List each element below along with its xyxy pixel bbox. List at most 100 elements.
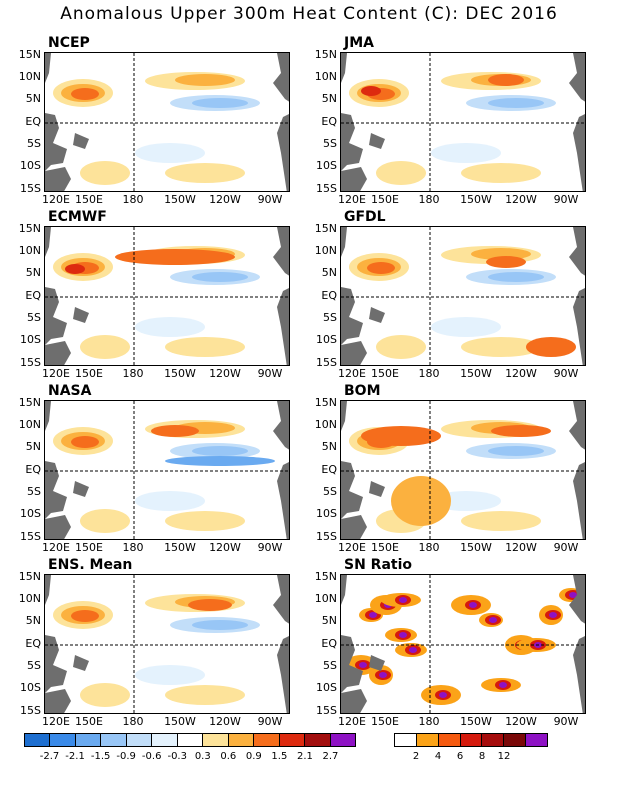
colorbar-swatch — [438, 734, 461, 746]
land-central-america — [569, 401, 585, 450]
latitude-label: EQ — [321, 115, 337, 128]
land-philippines — [45, 575, 51, 605]
field-blob — [361, 86, 381, 96]
longitude-label: 150W — [164, 715, 196, 728]
latitude-label: 15N — [314, 48, 337, 61]
land-south-america — [573, 462, 585, 539]
field-blob — [361, 426, 441, 446]
colorbar-label: -2.7 — [39, 751, 60, 762]
colorbar-label: 8 — [478, 751, 486, 762]
longitude-label: 180 — [122, 193, 144, 206]
latitude-label: EQ — [321, 289, 337, 302]
land-maritime-continent — [45, 287, 67, 345]
map-ecmwf — [44, 226, 290, 366]
panel-title: ECMWF — [48, 209, 107, 225]
land-central-america — [273, 401, 289, 450]
longitude-label: 150W — [460, 715, 492, 728]
field-blob — [80, 683, 130, 707]
colorbar-label: 0.9 — [245, 751, 262, 762]
field-blob — [71, 610, 99, 622]
latitude-label: 5N — [321, 92, 337, 105]
field-blob — [391, 476, 451, 526]
longitude-label: 180 — [418, 367, 440, 380]
field-blob — [71, 436, 99, 448]
land-australia — [341, 689, 367, 713]
field-blob — [192, 272, 248, 282]
land-new-guinea — [369, 307, 385, 323]
latitude-label: 5N — [25, 266, 41, 279]
field-blob — [461, 337, 541, 357]
map-jma — [340, 52, 586, 192]
longitude-label: 120W — [209, 193, 241, 206]
longitude-label: 150W — [460, 193, 492, 206]
field-blob — [488, 272, 544, 282]
longitude-label: 150E — [371, 367, 399, 380]
land-australia — [45, 689, 71, 713]
latitude-label: 5S — [323, 485, 337, 498]
field-blob — [491, 425, 551, 437]
land-new-guinea — [369, 133, 385, 149]
field-blob — [65, 264, 85, 274]
land-south-america — [573, 288, 585, 365]
longitude-label: 120W — [209, 541, 241, 554]
land-maritime-continent — [341, 461, 363, 519]
field-blob — [165, 163, 245, 183]
field-blob — [569, 592, 577, 598]
panel-title: ENS. Mean — [48, 557, 133, 573]
longitude-label: 90W — [553, 541, 579, 554]
field-blob — [165, 456, 275, 466]
panel-title: SN Ratio — [344, 557, 413, 573]
field-blob — [409, 647, 417, 653]
field-blob — [192, 98, 248, 108]
field-blob — [115, 249, 235, 265]
panel-ecmwf: ECMWF 15N 10N 5N EQ 5S 10S 15S 120E 150E 180 150W 1… — [19, 209, 290, 380]
field-blob — [165, 511, 245, 531]
map-bom — [340, 400, 586, 540]
longitude-label: 120W — [505, 541, 537, 554]
longitude-label: 120E — [42, 541, 70, 554]
colorbar-label: 2 — [412, 751, 420, 762]
land-new-guinea — [369, 481, 385, 497]
colorbar-swatch — [126, 734, 153, 746]
latitude-label: 10S — [20, 681, 41, 694]
field-blob — [80, 161, 130, 185]
longitude-label: 180 — [122, 715, 144, 728]
field-blob — [549, 612, 557, 618]
colorbar-label: 2.1 — [296, 751, 313, 762]
field-blob — [461, 511, 541, 531]
land-south-america — [277, 636, 289, 713]
land-south-america — [573, 636, 585, 713]
latitude-label: 10S — [20, 159, 41, 172]
latitude-label: 10N — [18, 70, 41, 83]
panel-sn-ratio: SN Ratio 15N 10N 5N EQ 5S 10S 15S 120E 150E 180 15… — [315, 557, 586, 728]
colorbar-label: 2.7 — [322, 751, 339, 762]
field-blob — [461, 163, 541, 183]
longitude-label: 90W — [553, 367, 579, 380]
latitude-label: 10S — [20, 333, 41, 346]
colorbar-label: 6 — [456, 751, 464, 762]
colorbar-swatch — [50, 734, 76, 746]
colorbar-swatch — [101, 734, 127, 746]
longitude-label: 90W — [257, 715, 283, 728]
field-blob — [399, 597, 407, 603]
longitude-label: 90W — [257, 193, 283, 206]
latitude-label: 5S — [323, 137, 337, 150]
field-blob — [135, 491, 205, 511]
land-central-america — [273, 227, 289, 276]
longitude-label: 150W — [164, 193, 196, 206]
longitude-label: 150W — [460, 541, 492, 554]
latitude-label: 5N — [321, 266, 337, 279]
latitude-label: EQ — [25, 463, 41, 476]
field-blob — [135, 317, 205, 337]
field-blob — [359, 662, 367, 668]
longitude-label: 120E — [338, 715, 366, 728]
field-blob — [431, 317, 501, 337]
longitude-label: 120W — [209, 715, 241, 728]
latitude-label: 5S — [323, 659, 337, 672]
panel-title: BOM — [344, 383, 381, 399]
map-svg — [341, 53, 585, 191]
panel-jma: JMA 15N 10N 5N EQ 5S 10S 15S 120E 150E 180 150W 120… — [315, 35, 586, 206]
map-gfdl — [340, 226, 586, 366]
panel-ens-mean: ENS. Mean 15N 10N 5N EQ 5S 10S 15S 120E 150E 180 1… — [19, 557, 290, 728]
longitude-label: 150E — [75, 367, 103, 380]
